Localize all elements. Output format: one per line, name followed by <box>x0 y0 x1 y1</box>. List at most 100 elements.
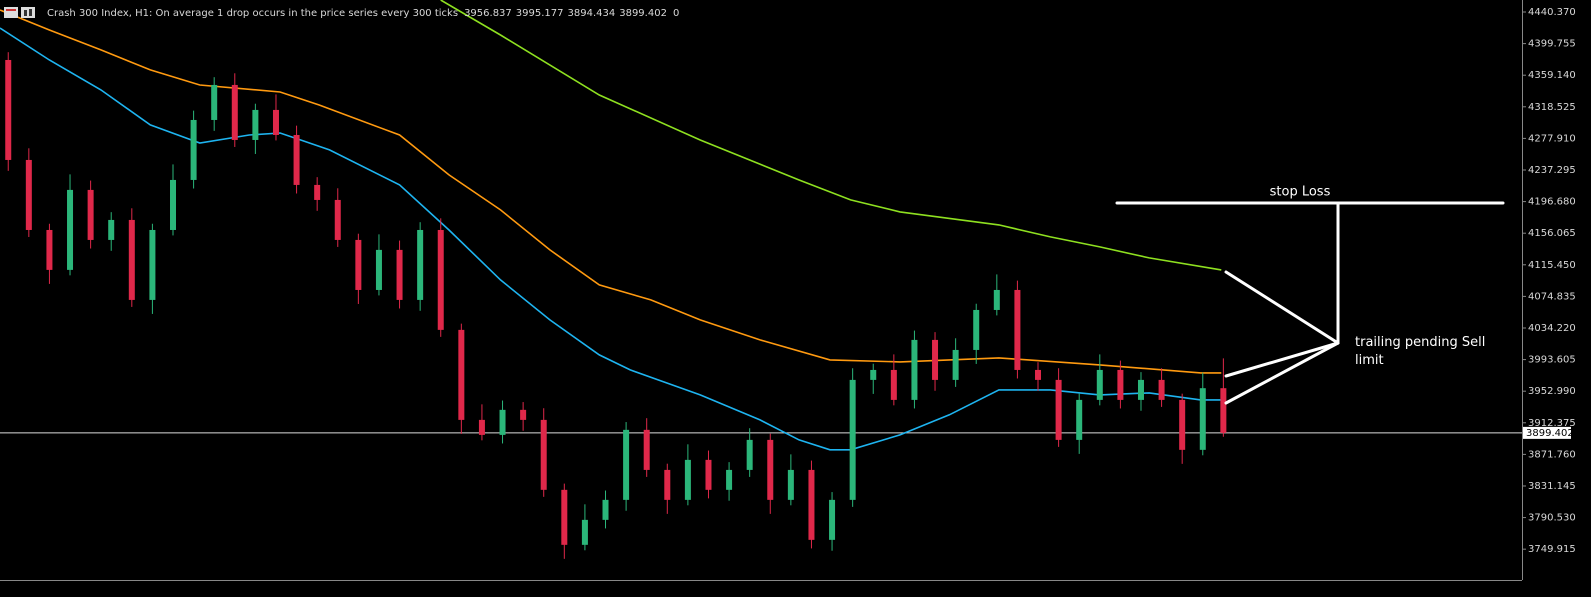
candle-body <box>581 519 588 545</box>
candle-body <box>746 439 753 470</box>
candle-body <box>293 134 300 185</box>
moving-average <box>0 27 1222 451</box>
chart-header: Crash 300 Index, H1: On average 1 drop o… <box>47 8 679 19</box>
candle-body <box>705 459 712 490</box>
menu-icon-part <box>6 9 16 11</box>
y-tick-label: 4237.295 <box>1528 165 1576 176</box>
candle-body <box>128 219 135 300</box>
candle-body <box>190 119 197 180</box>
candle-body <box>314 184 321 200</box>
candle-body <box>437 229 444 330</box>
candle-body <box>767 439 774 500</box>
candle-body <box>664 469 671 500</box>
candle-body <box>272 109 279 135</box>
y-tick-label: 4074.835 <box>1528 291 1576 302</box>
y-tick-label: 4440.370 <box>1528 7 1576 18</box>
header-high: 3995.177 <box>516 8 564 19</box>
candle-body <box>808 469 815 540</box>
y-tick-label: 4318.525 <box>1528 102 1576 113</box>
y-tick-label: 3871.760 <box>1528 449 1576 460</box>
candle-body <box>1117 369 1124 400</box>
y-tick-label: 4277.910 <box>1528 133 1576 144</box>
candle-body <box>952 349 959 380</box>
candle-body <box>1199 388 1206 450</box>
candle-body <box>1158 379 1165 400</box>
candle-body <box>973 309 980 350</box>
chart-icon-part <box>29 9 32 16</box>
candle-body <box>787 469 794 500</box>
candle-body <box>540 419 547 490</box>
y-tick-label: 3790.530 <box>1528 513 1576 524</box>
y-tick-label: 3831.145 <box>1528 481 1576 492</box>
candle-body <box>87 189 94 240</box>
candle-body <box>726 469 733 490</box>
candle-body <box>1035 369 1042 380</box>
price-label: 3899.402 <box>1526 428 1574 439</box>
y-tick-label: 4115.450 <box>1528 260 1576 271</box>
candle-body <box>149 229 156 300</box>
header-close: 3899.402 <box>619 8 667 19</box>
candle-body <box>870 369 877 380</box>
chart-icon-part <box>24 10 27 16</box>
annotation: stop Loss <box>1270 185 1331 200</box>
moving-average <box>0 9 1222 374</box>
candle-body <box>170 179 177 230</box>
arrow-line <box>1224 341 1340 405</box>
y-tick-label: 3993.605 <box>1528 355 1576 366</box>
candle-body <box>478 419 485 435</box>
menu-icon[interactable] <box>4 7 18 18</box>
candle-body <box>46 229 53 270</box>
candle-body <box>67 189 74 270</box>
candle-body <box>25 159 32 230</box>
candle-body <box>849 379 856 500</box>
candle-body <box>602 499 609 520</box>
candle-body <box>993 289 1000 310</box>
y-tick-label: 4399.755 <box>1528 39 1576 50</box>
y-tick-label: 4156.065 <box>1528 228 1576 239</box>
candle-body <box>890 369 897 400</box>
candle-body <box>211 84 218 120</box>
candle-body <box>417 229 424 300</box>
header-open: 3956.837 <box>464 8 512 19</box>
candle-body <box>1014 289 1021 370</box>
y-tick-label: 4359.140 <box>1528 70 1576 81</box>
candle-body <box>643 429 650 470</box>
candle-body <box>1076 399 1083 440</box>
y-tick-label: 4196.680 <box>1528 197 1576 208</box>
candle-body <box>911 339 918 400</box>
annotation: trailing pending Sell limit <box>1355 335 1486 368</box>
candle-body <box>623 429 630 500</box>
candle-body <box>334 199 341 240</box>
candle-body <box>932 339 939 380</box>
candle-body <box>561 489 568 545</box>
price-label-box <box>1523 426 1571 439</box>
chart-icon[interactable] <box>21 7 35 18</box>
candle-body <box>1179 399 1186 450</box>
candle-body <box>108 219 115 240</box>
candle-body <box>1220 388 1227 433</box>
candle-body <box>252 109 259 140</box>
candle-body <box>5 59 12 160</box>
y-tick-label: 3952.990 <box>1528 386 1576 397</box>
y-tick-label: 3912.375 <box>1528 418 1576 429</box>
candle-body <box>684 459 691 500</box>
candle-body <box>520 409 527 420</box>
drawing <box>1115 201 1505 405</box>
candle-body <box>458 329 465 420</box>
header-low: 3894.434 <box>568 8 616 19</box>
header-volume: 0 <box>673 8 679 19</box>
arrow-line <box>1224 270 1340 345</box>
candle-body <box>1096 369 1103 400</box>
candle-body <box>396 249 403 300</box>
candle-body <box>829 499 836 540</box>
candle-body <box>1137 379 1144 400</box>
candle-body <box>375 249 382 290</box>
y-tick-label: 4034.220 <box>1528 323 1576 334</box>
candle-body <box>499 409 506 435</box>
candle-body <box>1055 379 1062 440</box>
arrow-line <box>1224 341 1340 378</box>
candle-body <box>231 84 238 140</box>
